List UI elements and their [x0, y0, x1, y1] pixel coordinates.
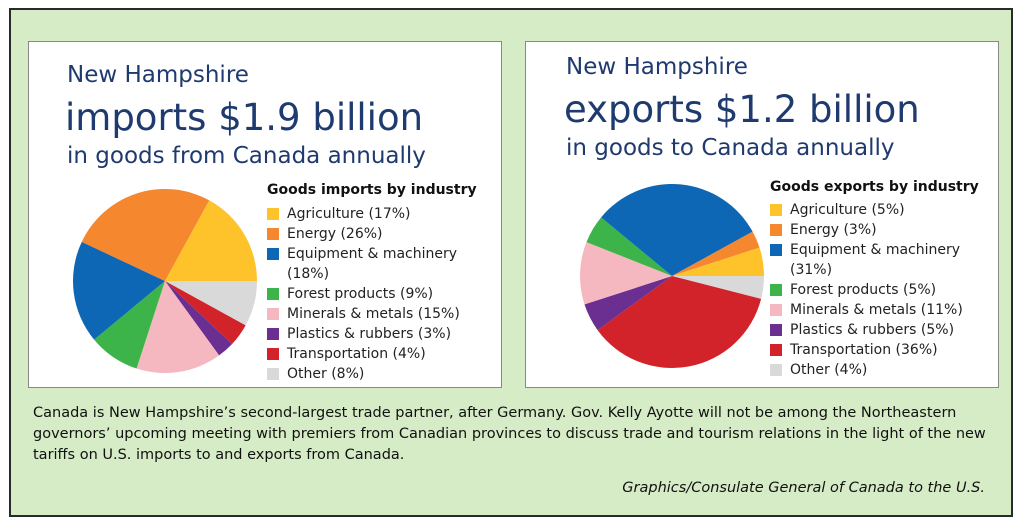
legend-label: Transportation (4%): [287, 346, 426, 362]
legend-label: Agriculture (5%): [790, 202, 905, 218]
legend-item-other: Other (8%): [267, 364, 497, 384]
pie-slice-equipment-machinery: [601, 184, 753, 276]
pie-slice-agriculture: [672, 247, 764, 276]
legend-label: Other (8%): [287, 366, 365, 382]
pie-slice-plastics-rubbers: [584, 276, 672, 331]
exports-legend: Agriculture (5%) Energy (3%) Equipment &…: [770, 200, 998, 380]
legend-item-plastics-rubbers: Plastics & rubbers (3%): [267, 324, 497, 344]
legend-label: Transportation (36%): [790, 342, 938, 358]
imports-subline: in goods from Canada annually: [67, 143, 426, 169]
imports-headline: imports $1.9 billion: [65, 96, 424, 139]
imports-state-title: New Hampshire: [67, 62, 249, 88]
legend-item-other: Other (4%): [770, 360, 998, 380]
legend-item-plastics-rubbers: Plastics & rubbers (5%): [770, 320, 998, 340]
caption-text: Canada is New Hampshire’s second-largest…: [33, 405, 986, 463]
legend-label: Forest products (5%): [790, 282, 937, 298]
pie-slice-other: [672, 276, 764, 299]
legend-swatch: [267, 348, 279, 360]
legend-label: Plastics & rubbers (5%): [790, 322, 955, 338]
imports-legend-title: Goods imports by industry: [267, 182, 477, 198]
legend-label: Forest products (9%): [287, 286, 434, 302]
legend-swatch: [267, 368, 279, 380]
legend-item-forest-products: Forest products (9%): [267, 284, 497, 304]
legend-swatch: [770, 204, 782, 216]
legend-label: Minerals & metals (11%): [790, 302, 963, 318]
legend-label: Other (4%): [790, 362, 868, 378]
legend-label: Equipment & machinery (18%): [287, 246, 458, 282]
legend-item-forest-products: Forest products (5%): [770, 280, 998, 300]
pie-slice-minerals-metals: [579, 242, 672, 305]
pie-slice-agriculture: [165, 200, 257, 281]
exports-pie-chart: [579, 184, 764, 369]
legend-swatch: [267, 248, 279, 260]
legend-label: Minerals & metals (15%): [287, 306, 460, 322]
legend-label: Energy (26%): [287, 226, 383, 242]
exports-state-title: New Hampshire: [566, 54, 748, 80]
exports-legend-title: Goods exports by industry: [770, 179, 979, 195]
legend-item-agriculture: Agriculture (17%): [267, 204, 497, 224]
pie-slice-transportation: [597, 276, 762, 369]
legend-swatch: [267, 288, 279, 300]
imports-pie-chart: [73, 189, 257, 374]
pie-slice-energy: [672, 231, 760, 276]
legend-item-energy: Energy (3%): [770, 220, 998, 240]
legend-swatch: [770, 344, 782, 356]
pie-slice-transportation: [165, 281, 246, 344]
legend-item-transportation: Transportation (4%): [267, 344, 497, 364]
pie-slice-energy: [81, 189, 210, 281]
legend-item-energy: Energy (26%): [267, 224, 497, 244]
legend-swatch: [770, 304, 782, 316]
legend-swatch: [770, 244, 782, 256]
legend-swatch: [267, 208, 279, 220]
infographic-frame: New Hampshire imports $1.9 billion in go…: [9, 8, 1013, 517]
graphics-credit: Graphics/Consulate General of Canada to …: [622, 480, 985, 496]
legend-swatch: [770, 364, 782, 376]
legend-label: Equipment & machinery (31%): [790, 242, 961, 278]
imports-panel: New Hampshire imports $1.9 billion in go…: [28, 41, 502, 388]
pie-slice-forest-products: [586, 217, 672, 276]
pie-slice-other: [165, 281, 257, 326]
legend-item-minerals-metals: Minerals & metals (11%): [770, 300, 998, 320]
legend-swatch: [267, 228, 279, 240]
legend-swatch: [267, 308, 279, 320]
legend-label: Plastics & rubbers (3%): [287, 326, 452, 342]
legend-swatch: [770, 284, 782, 296]
legend-label: Energy (3%): [790, 222, 877, 238]
pie-slice-equipment-machinery: [73, 241, 165, 340]
legend-swatch: [267, 328, 279, 340]
exports-panel: New Hampshire exports $1.2 billion in go…: [525, 41, 999, 388]
legend-item-equipment-machinery: Equipment & machinery (31%): [770, 240, 998, 280]
imports-legend: Agriculture (17%) Energy (26%) Equipment…: [267, 204, 497, 384]
legend-item-transportation: Transportation (36%): [770, 340, 998, 360]
exports-subline: in goods to Canada annually: [566, 135, 895, 161]
legend-item-agriculture: Agriculture (5%): [770, 200, 998, 220]
legend-swatch: [770, 224, 782, 236]
pie-slice-plastics-rubbers: [165, 281, 233, 356]
pie-slice-minerals-metals: [136, 281, 220, 374]
legend-item-minerals-metals: Minerals & metals (15%): [267, 304, 497, 324]
legend-item-equipment-machinery: Equipment & machinery (18%): [267, 244, 497, 284]
pie-slice-forest-products: [94, 281, 165, 369]
legend-swatch: [770, 324, 782, 336]
legend-label: Agriculture (17%): [287, 206, 411, 222]
exports-headline: exports $1.2 billion: [564, 88, 920, 131]
